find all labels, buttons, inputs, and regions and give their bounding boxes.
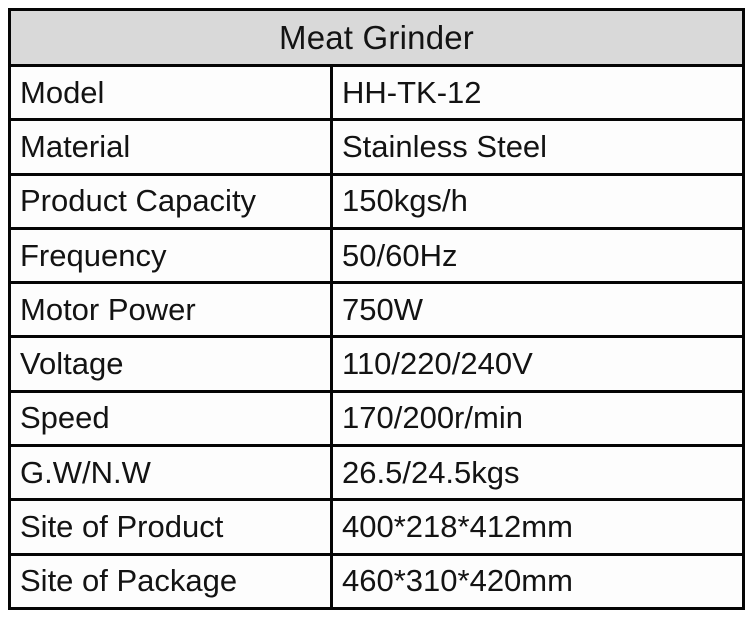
spec-table: Meat Grinder Model HH-TK-12 Material Sta…	[7, 8, 746, 611]
spec-value-cell: 110/220/240V	[329, 335, 746, 393]
spec-label-cell: Product Capacity	[8, 172, 333, 230]
table-row: Frequency 50/60Hz	[8, 226, 746, 285]
table-row: Product Capacity 150kgs/h	[8, 172, 746, 230]
table-row: Speed 170/200r/min	[8, 389, 746, 448]
spec-label-cell: Material	[8, 118, 333, 176]
table-header-row: Meat Grinder	[7, 8, 746, 67]
table-row: Model HH-TK-12	[8, 63, 746, 122]
spec-value-cell: HH-TK-12	[329, 63, 746, 122]
table-title: Meat Grinder	[7, 8, 746, 67]
spec-value-cell: 50/60Hz	[329, 226, 746, 285]
spec-value-cell: 750W	[329, 281, 746, 339]
table-row: Voltage 110/220/240V	[8, 335, 746, 393]
table-row: Material Stainless Steel	[8, 118, 746, 176]
table-row: Site of Package 460*310*420mm	[8, 552, 746, 611]
table-row: G.W/N.W 26.5/24.5kgs	[8, 444, 746, 502]
table-row: Site of Product 400*218*412mm	[8, 498, 746, 556]
spec-value-cell: 26.5/24.5kgs	[329, 444, 746, 502]
spec-label-cell: Frequency	[8, 226, 333, 285]
spec-label-cell: Speed	[8, 389, 333, 448]
spec-label-cell: G.W/N.W	[8, 444, 333, 502]
spec-value-cell: 460*310*420mm	[329, 552, 746, 611]
spec-label-cell: Site of Product	[8, 498, 333, 556]
spec-value-cell: Stainless Steel	[329, 118, 746, 176]
spec-value-cell: 150kgs/h	[329, 172, 746, 230]
spec-label-cell: Site of Package	[8, 552, 333, 611]
spec-label-cell: Model	[8, 63, 333, 122]
spec-value-cell: 400*218*412mm	[329, 498, 746, 556]
table-row: Motor Power 750W	[8, 281, 746, 339]
spec-label-cell: Motor Power	[8, 281, 333, 339]
spec-label-cell: Voltage	[8, 335, 333, 393]
spec-value-cell: 170/200r/min	[329, 389, 746, 448]
